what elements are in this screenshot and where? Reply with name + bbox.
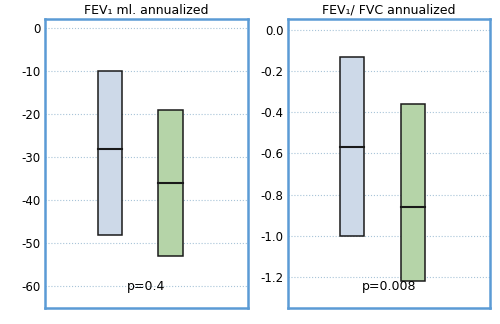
Text: p=0.4: p=0.4 [127, 280, 166, 294]
Bar [340, 56, 364, 236]
Bar [98, 71, 122, 235]
Title: FEV₁ ml. annualized: FEV₁ ml. annualized [84, 4, 208, 17]
Text: p=0.008: p=0.008 [362, 280, 416, 294]
Title: FEV₁/ FVC annualized: FEV₁/ FVC annualized [322, 4, 456, 17]
Bar [401, 104, 425, 281]
Bar [158, 110, 182, 256]
